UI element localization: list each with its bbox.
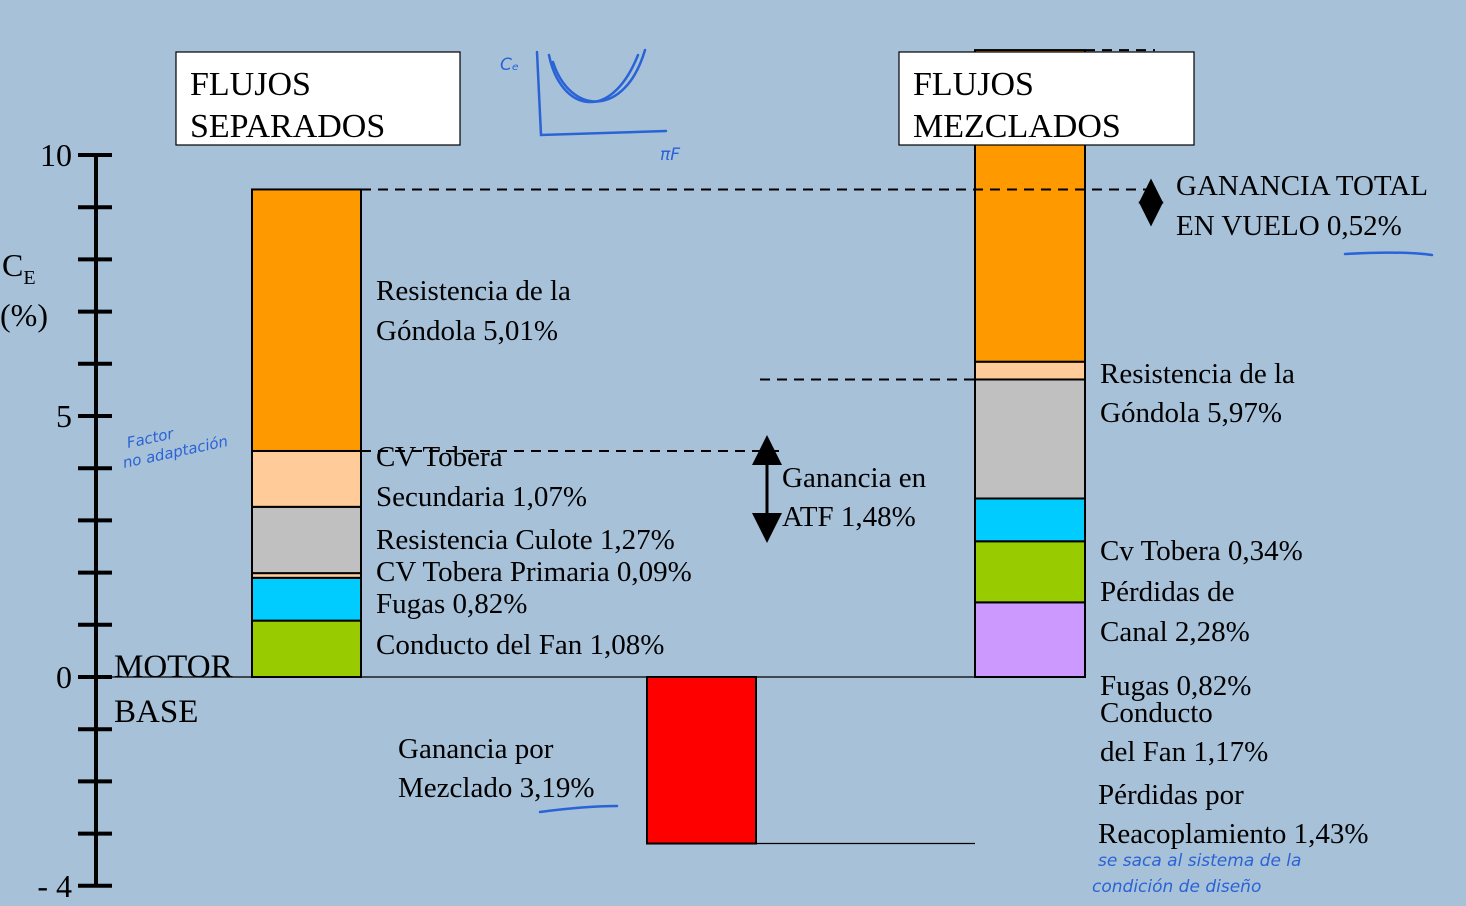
total-gain-line1: GANANCIA TOTAL — [1176, 170, 1428, 202]
bar-segment — [251, 505, 362, 575]
atf-gain-line2: ATF 1,48% — [782, 501, 916, 533]
label-gondola-sep-1: Resistencia de la — [376, 275, 571, 307]
label-gondola-mez-2: Góndola 5,97% — [1100, 397, 1282, 429]
title-separados-line1: FLUJOS — [190, 66, 311, 103]
label-fugas-sep: Fugas 0,82% — [376, 588, 527, 620]
atf-gain-line1: Ganancia en — [782, 462, 927, 494]
title-separados: FLUJOS SEPARADOS — [175, 51, 461, 146]
label-tobera-sec-2: Secundaria 1,07% — [376, 481, 587, 513]
y-tick-label: - 4 — [37, 868, 72, 904]
bar-segment — [646, 676, 757, 845]
bar-segment — [251, 449, 362, 508]
bar-segment — [974, 540, 1086, 604]
handwritten-sketch — [535, 48, 1434, 814]
label-tobera-primaria: CV Tobera Primaria 0,09% — [376, 556, 692, 588]
handwritten-design-2: condición de diseño — [1092, 877, 1261, 897]
label-gondola-sep-2: Góndola 5,01% — [376, 315, 558, 347]
label-fugas-mez: Fugas 0,82% — [1100, 670, 1251, 702]
label-gondola-mez-1: Resistencia de la — [1100, 358, 1295, 390]
total-gain-annotation: GANANCIA TOTAL EN VUELO 0,52% — [1138, 170, 1428, 242]
total-gain-line2: EN VUELO 0,52% — [1176, 210, 1402, 242]
y-tick-label: 0 — [56, 659, 72, 695]
handwritten-design-1: se saca al sistema de la — [1098, 851, 1301, 871]
label-fan-sep: Conducto del Fan 1,08% — [376, 629, 664, 661]
bar-segment — [251, 619, 362, 679]
y-tick-label: 5 — [56, 398, 72, 434]
label-culote: Resistencia Culote 1,27% — [376, 524, 675, 556]
label-fan-mez-2: del Fan 1,17% — [1100, 736, 1268, 768]
labels-separados: Resistencia de la Góndola 5,01% CV Tober… — [376, 275, 692, 661]
bar-segment — [974, 360, 1086, 381]
label-canal-2: Canal 2,28% — [1100, 616, 1250, 648]
label-reacop-2: Reacoplamiento 1,43% — [1098, 818, 1369, 850]
label-tobera-sec-1: CV Tobera — [376, 441, 503, 473]
bar-segment — [974, 497, 1086, 543]
sketch-y-label: Cₑ — [500, 55, 519, 75]
title-mezclados-line2: MEZCLADOS — [913, 108, 1121, 145]
bar-segment — [251, 576, 362, 622]
label-canal-1: Pérdidas de — [1100, 576, 1235, 608]
sketch-x-label: πF — [660, 145, 680, 165]
y-tick-label: 10 — [40, 137, 72, 173]
label-reacop-1: Pérdidas por — [1098, 779, 1244, 811]
label-fan-mez-1: Conducto — [1100, 697, 1213, 729]
y-axis-label: CE — [2, 247, 36, 289]
bar-segment — [974, 601, 1086, 678]
bar-segment — [974, 378, 1086, 500]
label-mezclado-1: Ganancia por — [398, 733, 554, 765]
y-axis-unit: (%) — [0, 297, 48, 333]
guide-lines — [96, 49, 1155, 845]
bar-segment — [251, 188, 362, 452]
title-mezclados: FLUJOS MEZCLADOS — [898, 51, 1195, 146]
title-mezclados-line1: FLUJOS — [913, 66, 1034, 103]
title-separados-line2: SEPARADOS — [190, 108, 385, 145]
baseline-label-line1: MOTOR — [114, 649, 233, 685]
label-cv-tobera: Cv Tobera 0,34% — [1100, 535, 1303, 567]
y-axis: 10 5 0 - 4 — [37, 137, 112, 904]
label-mezclado-2: Mezclado 3,19% — [398, 772, 595, 804]
baseline-label-line2: BASE — [114, 694, 198, 730]
labels-mezclados: Resistencia de la Góndola 5,97% Cv Tober… — [1098, 358, 1369, 850]
atf-gain-annotation: Ganancia en ATF 1,48% — [752, 435, 927, 543]
